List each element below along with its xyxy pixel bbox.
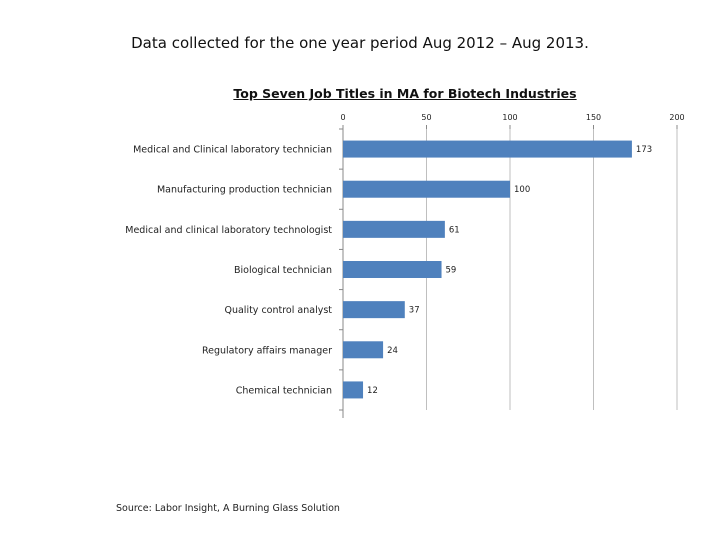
bar-0 <box>343 140 632 158</box>
chart-title: Top Seven Job Titles in MA for Biotech I… <box>233 86 577 101</box>
category-label-6: Chemical technician <box>236 385 332 396</box>
x-tick-label-0: 0 <box>340 113 345 122</box>
category-label-4: Quality control analyst <box>224 305 332 316</box>
data-label-2: 61 <box>449 225 460 235</box>
x-tick-label-3: 150 <box>586 113 601 122</box>
source-note: Source: Labor Insight, A Burning Glass S… <box>116 503 340 514</box>
category-label-0: Medical and Clinical laboratory technici… <box>133 145 332 156</box>
bar-4 <box>343 301 405 319</box>
category-label-5: Regulatory affairs manager <box>202 345 332 356</box>
data-label-0: 173 <box>636 145 652 155</box>
page-header: Data collected for the one year period A… <box>131 34 589 52</box>
data-label-6: 12 <box>367 386 378 396</box>
x-tick-label-1: 50 <box>421 113 431 122</box>
bar-6 <box>343 381 364 399</box>
x-tick-label-2: 100 <box>502 113 517 122</box>
data-label-1: 100 <box>514 185 530 195</box>
data-label-3: 59 <box>446 266 457 276</box>
data-label-5: 24 <box>387 346 398 356</box>
bar-5 <box>343 341 384 359</box>
category-label-3: Biological technician <box>234 265 332 276</box>
category-label-1: Manufacturing production technician <box>157 185 332 196</box>
x-tick-label-4: 200 <box>669 113 684 122</box>
bar-3 <box>343 261 442 278</box>
category-label-2: Medical and clinical laboratory technolo… <box>125 225 332 236</box>
bar-2 <box>343 220 445 238</box>
bar-1 <box>343 180 510 198</box>
data-label-4: 37 <box>409 306 420 316</box>
